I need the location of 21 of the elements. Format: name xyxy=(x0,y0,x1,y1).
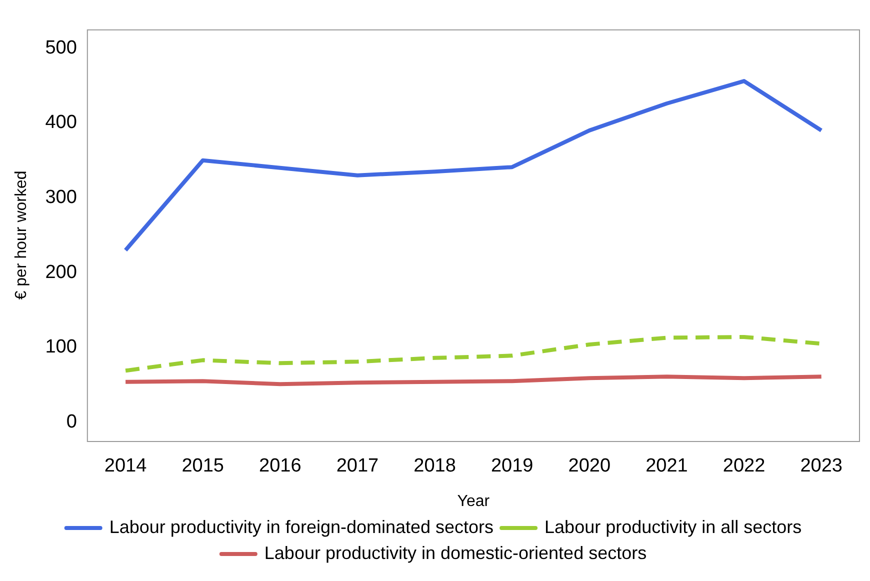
x-tick-label: 2015 xyxy=(182,456,224,477)
x-tick-label: 2022 xyxy=(722,456,766,477)
x-axis-title: Year xyxy=(457,492,490,510)
x-tick-label: 2020 xyxy=(568,456,611,477)
x-tick-label: 2017 xyxy=(336,456,379,477)
legend-label: Labour productivity in foreign-dominated sectors xyxy=(109,516,494,537)
y-tick-label: 200 xyxy=(45,262,77,283)
legend-label: Labour productivity in domestic-oriented sectors xyxy=(264,542,647,563)
x-tick-label: 2019 xyxy=(490,456,534,477)
y-tick-label: 300 xyxy=(45,187,77,208)
y-tick-label: 100 xyxy=(45,336,77,358)
x-tick-label: 2016 xyxy=(259,456,302,477)
legend-label: Labour productivity in all sectors xyxy=(544,516,802,537)
y-tick-label: 400 xyxy=(45,112,77,134)
y-tick-label: 0 xyxy=(66,412,77,433)
x-tick-label: 2021 xyxy=(646,456,688,477)
y-axis-title: € per hour worked xyxy=(13,170,30,300)
x-tick-label: 2018 xyxy=(414,456,456,477)
x-tick-label: 2023 xyxy=(800,456,842,477)
x-tick-label: 2014 xyxy=(104,456,148,477)
y-tick-label: 500 xyxy=(45,37,77,58)
